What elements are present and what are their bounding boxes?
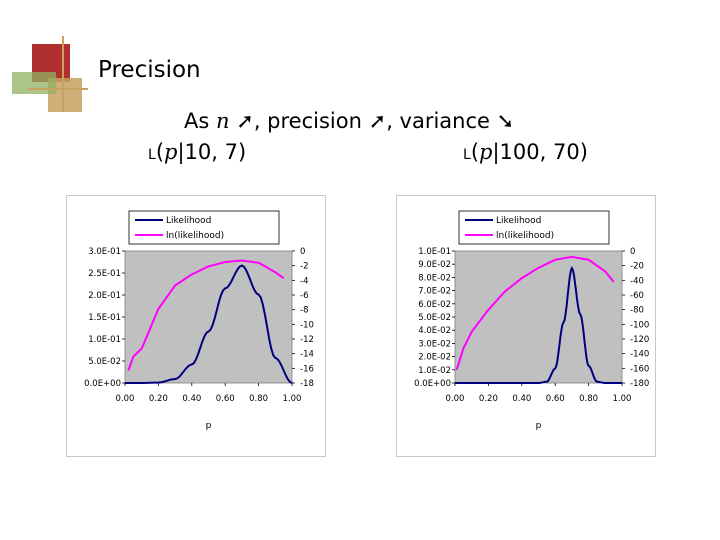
x-axis-tick-label: 0.60 xyxy=(216,394,235,404)
y-axis-tick-label: 3.0E-02 xyxy=(418,339,451,349)
arrow-up-icon: ➚ xyxy=(368,109,387,133)
y-axis-tick-label: 0.0E+00 xyxy=(84,379,121,389)
slide-subtitle: As n ➚, precision ➚, variance ➘ xyxy=(184,109,514,133)
subtitle-prefix: As xyxy=(184,109,216,133)
slide-title: Precision xyxy=(98,57,201,83)
subtitle-variance: , variance xyxy=(386,109,497,133)
series-line xyxy=(455,265,622,384)
caption-var-p: p xyxy=(479,140,493,164)
chart-likelihood-n100: Likelihood ln(likelihood) 0.0E+00 1.0E-02 2.… xyxy=(396,195,656,457)
series-line xyxy=(125,264,293,384)
y2-axis-tick-label: -20 xyxy=(630,262,644,272)
y2-axis-tick-label: -8 xyxy=(300,306,308,316)
y-axis-tick-label: 1.0E-02 xyxy=(418,366,451,376)
y2-axis-tick-label: -180 xyxy=(630,379,649,389)
x-axis-tick-label: 1.00 xyxy=(613,394,632,404)
caption-var-p: p xyxy=(164,140,178,164)
y-axis-tick-label: 1.5E-01 xyxy=(88,313,121,323)
chart-svg: Likelihood ln(likelihood) 0.0E+00 5.0E-02 1.… xyxy=(84,210,314,431)
subtitle-var-n: n xyxy=(215,109,230,133)
y2-axis-tick-label: -10 xyxy=(300,320,314,330)
y2-axis-tick-label: -40 xyxy=(630,276,644,286)
y2-axis-tick-label: -18 xyxy=(300,379,314,389)
legend-box xyxy=(458,210,610,245)
y-axis-tick-label: 5.0E-02 xyxy=(418,313,451,323)
legend-label: ln(likelihood) xyxy=(166,231,224,241)
x-axis-tick-label: 0.40 xyxy=(182,394,201,404)
y2-axis-tick-label: -16 xyxy=(300,364,314,374)
arrow-up-icon: ➚ xyxy=(236,109,254,133)
x-axis-label: p xyxy=(206,421,212,431)
caption-open: ( xyxy=(155,140,165,164)
y2-axis-tick-label: 0 xyxy=(300,247,305,257)
caption-l: L xyxy=(463,147,471,163)
y2-axis-tick-label: -60 xyxy=(630,291,644,301)
y2-axis-tick-label: 0 xyxy=(630,247,635,257)
y-axis-tick-label: 9.0E-02 xyxy=(418,260,451,270)
y-axis-tick-label: 7.0E-02 xyxy=(418,287,451,297)
legend-label: Likelihood xyxy=(496,216,541,226)
caption-rest: |100, 70) xyxy=(492,140,588,164)
chart-caption-right: L(p|100, 70) xyxy=(463,140,588,164)
y2-axis-tick-label: -160 xyxy=(630,364,649,374)
x-axis-label: p xyxy=(536,421,542,431)
y2-axis-tick-label: -4 xyxy=(300,276,308,286)
y-axis-tick-label: 6.0E-02 xyxy=(418,300,451,310)
x-axis-tick-label: 0.00 xyxy=(446,394,465,404)
x-axis-tick-label: 1.00 xyxy=(283,394,302,404)
x-axis-tick-label: 0.80 xyxy=(579,394,598,404)
series-line xyxy=(127,259,285,371)
series-line xyxy=(455,255,615,371)
y-axis-tick-label: 4.0E-02 xyxy=(418,326,451,336)
y2-axis-tick-label: -100 xyxy=(630,320,649,330)
y2-axis-tick-label: -6 xyxy=(300,291,308,301)
y-axis-tick-label: 8.0E-02 xyxy=(418,273,451,283)
chart-caption-left: L(p|10, 7) xyxy=(148,140,246,164)
y-axis-tick-label: 2.5E-01 xyxy=(88,269,121,279)
x-axis-tick-label: 0.00 xyxy=(116,394,135,404)
decorative-vertical-line xyxy=(62,36,64,112)
plot-area xyxy=(454,250,623,384)
y2-axis-tick-label: -14 xyxy=(300,350,314,360)
arrow-down-icon: ➘ xyxy=(496,109,515,133)
x-axis-tick-label: 0.20 xyxy=(149,394,168,404)
y2-axis-tick-label: -120 xyxy=(630,335,649,345)
legend-label: Likelihood xyxy=(166,216,211,226)
y2-axis-tick-label: -12 xyxy=(300,335,314,345)
y-axis-tick-label: 1.0E-01 xyxy=(418,247,451,257)
plot-area xyxy=(124,250,293,384)
x-axis-tick-label: 0.80 xyxy=(249,394,268,404)
chart-legend: Likelihood ln(likelihood) xyxy=(458,210,610,245)
caption-rest: |10, 7) xyxy=(177,140,247,164)
y2-axis-tick-label: -140 xyxy=(630,350,649,360)
y-axis-tick-label: 5.0E-02 xyxy=(88,357,121,367)
x-axis-tick-label: 0.60 xyxy=(546,394,565,404)
x-axis-tick-label: 0.20 xyxy=(479,394,498,404)
legend-label: ln(likelihood) xyxy=(496,231,554,241)
x-axis-tick-label: 0.40 xyxy=(512,394,531,404)
y-axis-tick-label: 1.0E-01 xyxy=(88,335,121,345)
legend-box xyxy=(128,210,280,245)
subtitle-precision: , precision xyxy=(253,109,369,133)
caption-l: L xyxy=(148,147,156,163)
y-axis-tick-label: 2.0E-01 xyxy=(88,291,121,301)
y2-axis-tick-label: -80 xyxy=(630,306,644,316)
y-axis-tick-label: 2.0E-02 xyxy=(418,353,451,363)
caption-open: ( xyxy=(470,140,480,164)
decorative-horizontal-line xyxy=(28,88,88,90)
y2-axis-tick-label: -2 xyxy=(300,262,308,272)
y-axis-tick-label: 3.0E-01 xyxy=(88,247,121,257)
chart-likelihood-n10: Likelihood ln(likelihood) 0.0E+00 5.0E-02 1.… xyxy=(66,195,326,457)
chart-legend: Likelihood ln(likelihood) xyxy=(128,210,280,245)
chart-svg: Likelihood ln(likelihood) 0.0E+00 1.0E-02 2.… xyxy=(414,210,649,431)
y-axis-tick-label: 0.0E+00 xyxy=(414,379,451,389)
decorative-corner-block-green xyxy=(12,72,56,94)
